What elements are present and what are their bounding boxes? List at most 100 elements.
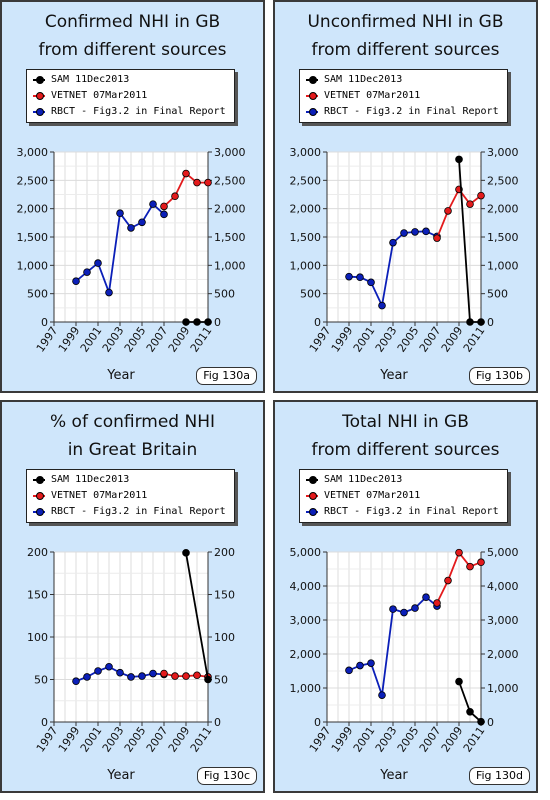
y-tick-label-left: 150 — [27, 589, 48, 602]
chart-title-line1: % of confirmed NHI — [50, 412, 215, 432]
legend-label: RBCT - Fig3.2 in Final Report — [324, 506, 499, 517]
legend-label: SAM 11Dec2013 — [51, 74, 130, 85]
series-line-sam — [185, 552, 209, 680]
legend-marker — [36, 508, 44, 516]
chart-plot: 0 0 500 500 1,000 1,000 1,500 1,500 2,000 2,000 2,… — [17, 146, 246, 383]
x-tick-label: 1999 — [329, 724, 356, 754]
data-point-rbct — [94, 667, 102, 675]
chart-panel: Total NHI in GB from different sources SAM… — [273, 400, 538, 793]
figure-label: Fig 130a — [196, 367, 257, 385]
data-point-sam — [466, 707, 474, 716]
y-tick-label-right: 5,000 — [487, 546, 519, 559]
chart-panel: Confirmed NHI in GB from different source… — [0, 0, 265, 393]
data-point-vetnet — [160, 202, 168, 211]
data-point-vetnet — [433, 599, 441, 607]
figure-label: Fig 130b — [468, 367, 530, 385]
x-tick-label: 2009 — [439, 724, 466, 754]
y-tick-label-right: 1,500 — [487, 231, 519, 244]
x-tick-label: 2009 — [166, 724, 193, 754]
y-tick-label-right: 2,000 — [487, 648, 519, 661]
x-tick-label: 2001 — [351, 324, 378, 354]
x-axis-title: Year — [379, 368, 408, 383]
x-tick-label: 2003 — [100, 724, 127, 754]
data-point-rbct — [138, 672, 146, 680]
chart-title-line2: in Great Britain — [67, 440, 198, 460]
legend-marker — [309, 508, 317, 516]
chart-plot: 0 0 50 50 100 100 150 150 200 200 1997199920012003… — [27, 546, 235, 783]
legend-label: RBCT - Fig3.2 in Final Report — [324, 106, 499, 117]
data-point-rbct — [378, 691, 386, 699]
data-point-vetnet — [171, 672, 179, 680]
y-tick-label-right: 2,500 — [487, 174, 519, 187]
legend-label: VETNET 07Mar2011 — [324, 490, 421, 501]
data-point-sam — [204, 675, 212, 684]
data-point-rbct — [422, 227, 430, 236]
y-tick-label-left: 4,000 — [290, 580, 322, 593]
data-point-vetnet — [433, 234, 441, 242]
data-point-rbct — [83, 673, 91, 681]
chart-panel: Unconfirmed NHI in GB from different sour… — [273, 0, 538, 393]
data-point-rbct — [400, 229, 408, 237]
data-point-rbct — [72, 677, 80, 686]
chart-title-line1: Total NHI in GB — [342, 412, 469, 432]
data-point-vetnet — [193, 178, 201, 187]
data-point-vetnet — [466, 562, 474, 571]
y-tick-label-right: 50 — [214, 674, 228, 687]
x-tick-label: 2009 — [439, 324, 466, 354]
x-tick-label: 1999 — [56, 724, 83, 754]
y-tick-label-left: 50 — [34, 674, 48, 687]
data-point-rbct — [345, 272, 353, 281]
data-point-rbct — [160, 210, 168, 219]
data-point-vetnet — [477, 191, 485, 200]
data-point-rbct — [367, 278, 375, 287]
data-point-rbct — [378, 301, 386, 310]
data-point-sam — [466, 318, 474, 326]
data-point-rbct — [105, 288, 113, 297]
data-point-rbct — [105, 662, 113, 671]
data-point-rbct — [422, 593, 430, 602]
y-tick-label-left: 2,500 — [17, 174, 49, 187]
x-tick-label: 2003 — [100, 324, 127, 354]
x-tick-label: 2007 — [144, 724, 171, 754]
y-tick-label-right: 150 — [214, 589, 235, 602]
legend-label: VETNET 07Mar2011 — [51, 490, 148, 501]
y-tick-label-right: 100 — [214, 631, 235, 644]
y-tick-label-left: 500 — [300, 288, 321, 301]
x-tick-label: 2011 — [188, 724, 215, 754]
y-tick-label-right: 3,000 — [487, 146, 519, 159]
data-point-sam — [455, 677, 463, 686]
y-tick-label-left: 1,000 — [290, 682, 322, 695]
x-tick-label: 2003 — [373, 324, 400, 354]
x-tick-label: 1997 — [307, 324, 334, 354]
legend-marker — [309, 92, 317, 100]
y-tick-label-left: 1,500 — [17, 231, 49, 244]
y-tick-label-left: 3,000 — [290, 614, 322, 627]
data-point-vetnet — [444, 207, 452, 215]
x-tick-label: 2003 — [373, 724, 400, 754]
data-point-vetnet — [466, 200, 474, 208]
y-tick-label-left: 2,500 — [290, 174, 322, 187]
y-tick-label-left: 200 — [27, 546, 48, 559]
data-point-rbct — [83, 268, 91, 276]
legend-label: RBCT - Fig3.2 in Final Report — [51, 106, 226, 117]
chart-title-line2: from different sources — [311, 440, 500, 460]
y-tick-label-left: 0 — [41, 716, 48, 729]
x-tick-label: 2009 — [166, 324, 193, 354]
y-tick-label-left: 1,500 — [290, 231, 322, 244]
y-tick-label-left: 5,000 — [290, 546, 322, 559]
chart-legend: SAM 11Dec2013 VETNET 07Mar2011 RBCT - Fig3… — [26, 69, 235, 123]
y-tick-label-left: 500 — [27, 288, 48, 301]
data-point-rbct — [94, 259, 102, 267]
y-tick-label-right: 2,000 — [214, 203, 246, 216]
y-tick-label-right: 0 — [214, 316, 221, 329]
x-axis-title: Year — [106, 768, 135, 783]
data-point-rbct — [389, 238, 397, 247]
data-point-vetnet — [444, 576, 452, 585]
legend-marker — [309, 492, 317, 500]
x-tick-label: 1999 — [56, 324, 83, 354]
data-point-sam — [455, 155, 463, 164]
x-tick-label: 1997 — [34, 324, 61, 354]
y-tick-label-right: 500 — [214, 288, 235, 301]
x-tick-label: 2007 — [417, 724, 444, 754]
chart-title-line2: from different sources — [38, 40, 227, 60]
